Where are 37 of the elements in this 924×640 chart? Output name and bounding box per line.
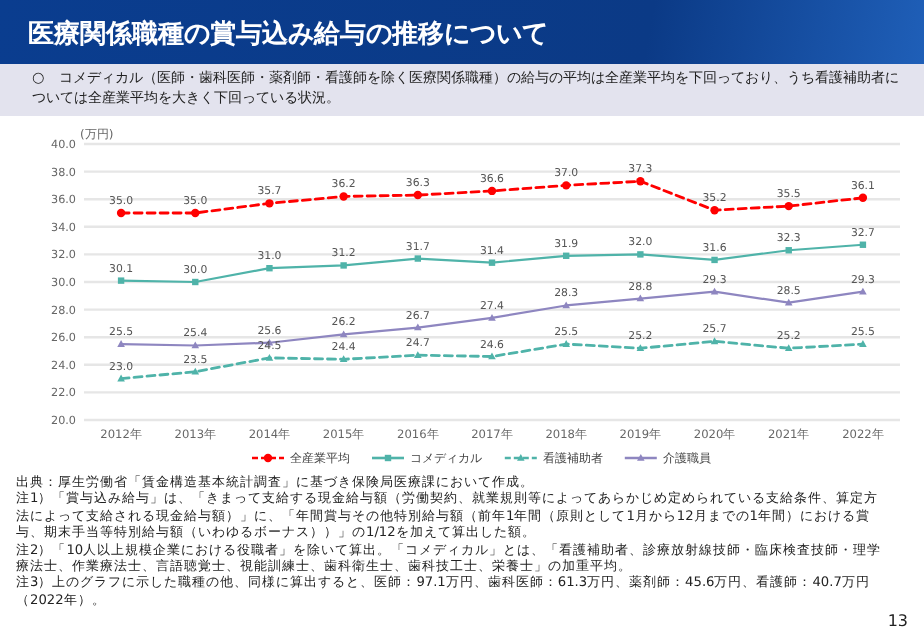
point [413, 190, 423, 200]
point [116, 208, 126, 218]
point [191, 208, 200, 218]
point [561, 181, 571, 190]
point [266, 265, 273, 272]
point [265, 199, 274, 208]
point [710, 287, 719, 295]
point [339, 330, 348, 338]
point [265, 353, 274, 361]
point [488, 259, 496, 266]
point [784, 344, 793, 352]
text: 13 [887, 612, 908, 630]
point [858, 193, 868, 203]
point [488, 313, 496, 321]
point [710, 206, 719, 215]
point [784, 298, 793, 306]
point [117, 340, 125, 347]
point [414, 351, 422, 358]
point [117, 277, 125, 284]
point [636, 344, 645, 352]
point [562, 301, 570, 309]
point [487, 186, 497, 196]
point [414, 255, 422, 262]
point [711, 256, 718, 264]
point [637, 251, 644, 258]
point [710, 337, 719, 345]
point [191, 367, 200, 375]
point [562, 340, 570, 347]
point [339, 355, 348, 363]
point [339, 192, 348, 201]
point [191, 341, 200, 349]
chart-title: 医療関係職種の賞与込み給与の推移について [28, 17, 548, 52]
point [859, 340, 867, 347]
point [784, 201, 793, 211]
point [488, 352, 496, 360]
point [636, 177, 645, 186]
point [340, 262, 347, 269]
